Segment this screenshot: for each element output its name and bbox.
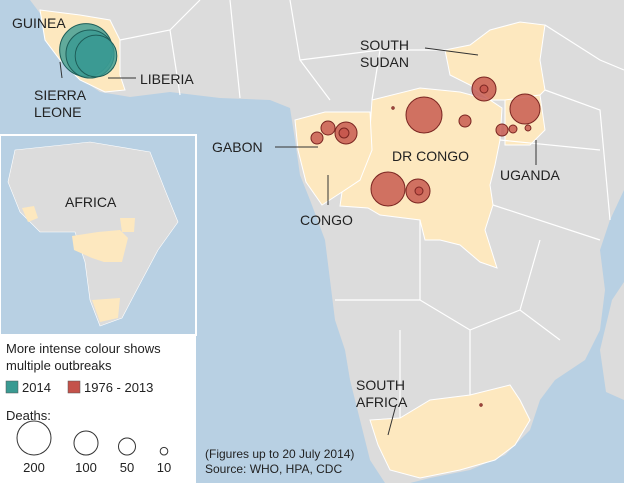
map-label: GUINEA xyxy=(12,15,66,31)
inset-affected xyxy=(22,206,135,322)
leader-line xyxy=(59,47,537,436)
legend-title: More intense colour shows xyxy=(6,341,161,356)
legend-size-label: 100 xyxy=(75,460,97,475)
legend-size-label: 200 xyxy=(23,460,45,475)
outbreak-circle xyxy=(479,84,489,94)
note: Source: WHO, HPA, CDC xyxy=(205,462,342,476)
map-label: LIBERIA xyxy=(140,71,194,87)
map-label: DR CONGO xyxy=(392,148,469,164)
outbreak-circle xyxy=(479,403,483,407)
map-label: LEONE xyxy=(34,104,81,120)
south-africa xyxy=(369,384,531,479)
map-label: SIERRA xyxy=(34,87,87,103)
outbreak-circle xyxy=(405,96,443,134)
outbreak-circle xyxy=(320,120,336,136)
map-label: AFRICA xyxy=(356,394,408,410)
outbreak-circle xyxy=(414,186,424,196)
outbreak-circle xyxy=(391,106,395,110)
legend-title: multiple outbreaks xyxy=(6,358,112,373)
inset: AFRICA xyxy=(0,134,197,336)
outbreak-circle xyxy=(310,131,324,145)
legend-size-circle xyxy=(159,446,169,456)
map-label: SOUTH xyxy=(360,37,409,53)
notes: (Figures up to 20 July 2014)Source: WHO,… xyxy=(205,447,354,476)
outbreak-circle xyxy=(458,114,472,128)
outbreak-circle xyxy=(74,34,118,78)
map-label: UGANDA xyxy=(500,167,561,183)
outbreak-circle xyxy=(524,124,532,132)
legend: More intense colour shows multiple outbre… xyxy=(0,335,196,483)
legend-label: 1976 - 2013 xyxy=(84,380,153,395)
legend-size-label: 50 xyxy=(120,460,134,475)
border xyxy=(119,0,624,418)
map-label: GABON xyxy=(212,139,263,155)
outbreak-circle xyxy=(508,124,518,134)
legend-size-circle xyxy=(118,437,136,456)
inset-label: AFRICA xyxy=(65,194,117,210)
indian-ocean xyxy=(410,190,624,483)
legend-size-title: Deaths: xyxy=(6,408,51,423)
map-label: SUDAN xyxy=(360,54,409,70)
outbreak-circle xyxy=(495,123,509,137)
outbreak-circle xyxy=(370,171,406,207)
borders xyxy=(119,0,624,418)
outbreaks xyxy=(59,23,541,407)
affected-countries xyxy=(39,9,546,479)
madagascar xyxy=(600,282,624,400)
legend-swatch xyxy=(5,380,19,394)
outbreak-circle xyxy=(338,127,350,139)
map-label: CONGO xyxy=(300,212,353,228)
outbreak-circle xyxy=(509,93,541,125)
legend-box xyxy=(0,335,196,483)
legend-size-label: 10 xyxy=(157,460,171,475)
legend-size-circle xyxy=(16,420,52,456)
legend-size-circle xyxy=(73,430,99,456)
legend-swatch xyxy=(67,380,81,394)
note: (Figures up to 20 July 2014) xyxy=(205,447,354,461)
labels: GUINEASIERRALEONELIBERIASOUTHSUDANGABOND… xyxy=(12,15,561,436)
map-label: SOUTH xyxy=(356,377,405,393)
legend-label: 2014 xyxy=(22,380,51,395)
